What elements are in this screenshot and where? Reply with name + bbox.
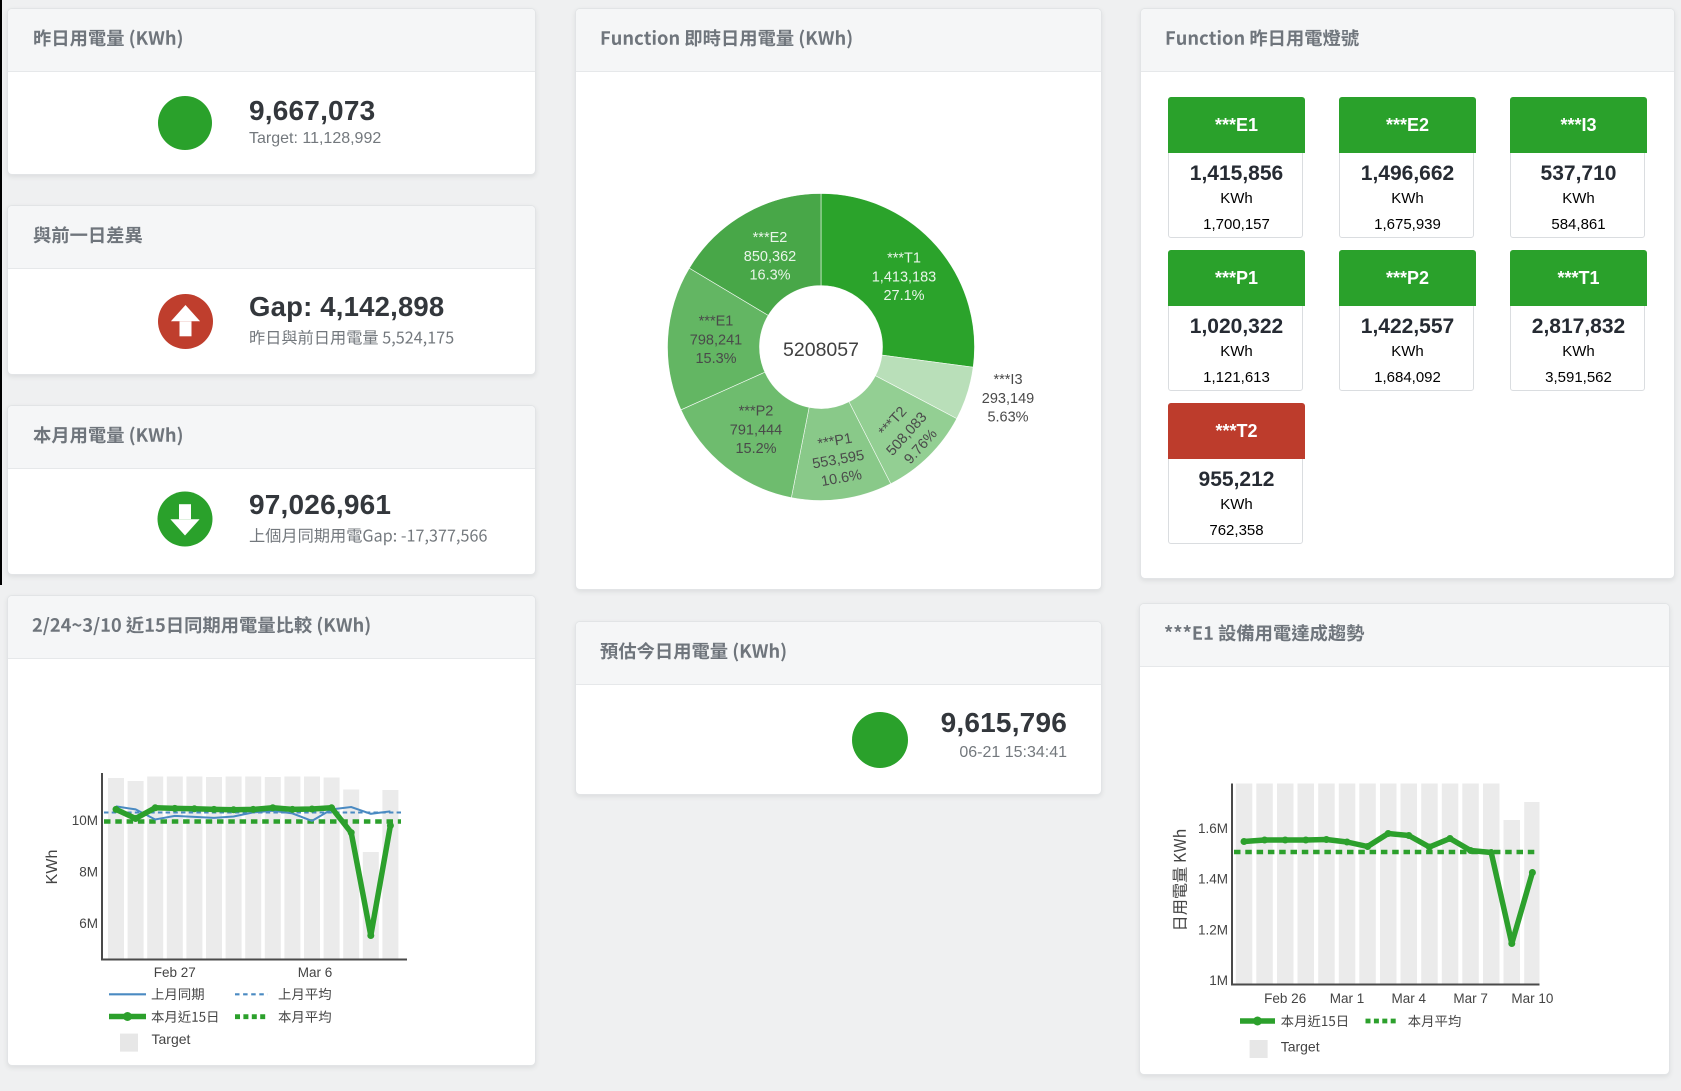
svg-text:***T1: ***T1	[887, 251, 921, 267]
svg-text:1,413,183: 1,413,183	[872, 269, 937, 285]
svg-text:KWh: KWh	[44, 850, 61, 885]
svg-text:791,444: 791,444	[730, 422, 782, 438]
svg-text:***E2: ***E2	[753, 230, 788, 246]
svg-text:16.3%: 16.3%	[749, 268, 790, 284]
svg-text:1.4M: 1.4M	[1198, 871, 1228, 886]
svg-text:798,241: 798,241	[690, 332, 742, 348]
svg-text:10.6%: 10.6%	[820, 467, 863, 490]
svg-text:***E1: ***E1	[699, 314, 734, 330]
svg-text:Mar 6: Mar 6	[298, 965, 333, 980]
svg-text:Mar 7: Mar 7	[1453, 991, 1488, 1006]
svg-text:1.2M: 1.2M	[1198, 922, 1228, 937]
svg-text:10M: 10M	[72, 813, 98, 828]
svg-text:Feb 26: Feb 26	[1264, 991, 1306, 1006]
svg-text:***P2: ***P2	[739, 404, 774, 420]
svg-text:Mar 1: Mar 1	[1330, 991, 1365, 1006]
svg-text:Mar 10: Mar 10	[1511, 991, 1553, 1006]
svg-text:Mar 4: Mar 4	[1392, 991, 1427, 1006]
svg-text:1.6M: 1.6M	[1198, 821, 1228, 836]
svg-text:5208057: 5208057	[783, 339, 859, 361]
svg-text:8M: 8M	[79, 865, 98, 880]
svg-text:Feb 27: Feb 27	[154, 965, 196, 980]
svg-text:293,149: 293,149	[982, 391, 1034, 407]
svg-text:Target: Target	[1281, 1039, 1320, 1055]
svg-text:15.2%: 15.2%	[735, 441, 776, 457]
svg-text:***I3: ***I3	[993, 372, 1022, 388]
svg-text:5.63%: 5.63%	[987, 410, 1028, 426]
svg-text:27.1%: 27.1%	[883, 288, 924, 304]
svg-text:850,362: 850,362	[744, 249, 796, 265]
svg-text:Target: Target	[152, 1031, 191, 1047]
svg-text:***P1: ***P1	[817, 431, 854, 453]
svg-text:6M: 6M	[79, 916, 98, 931]
svg-text:15.3%: 15.3%	[695, 351, 736, 367]
svg-text:1M: 1M	[1209, 973, 1228, 988]
